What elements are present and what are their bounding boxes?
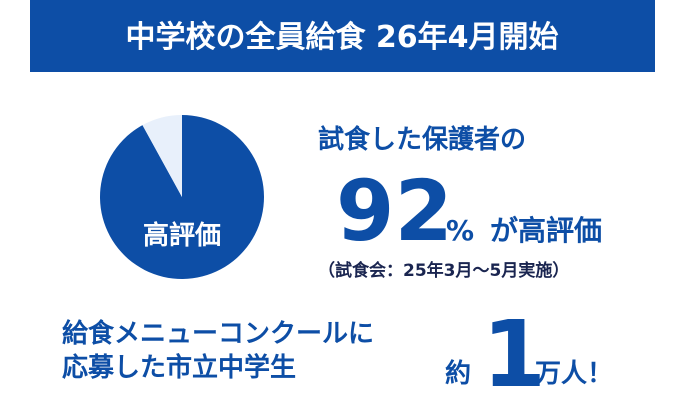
- survey-value: 92: [336, 162, 453, 260]
- contest-line: 応募した市立中学生: [62, 352, 296, 383]
- contest-prefix: 約: [445, 358, 471, 389]
- survey-unit: %: [446, 214, 474, 247]
- survey-lead: 試食した保護者の: [318, 124, 526, 155]
- pie-label: 高評価: [143, 220, 221, 251]
- header-bar: [30, 0, 655, 72]
- contest-value: 1: [482, 301, 546, 408]
- pie-chart: 高評価: [100, 115, 264, 279]
- survey-suffix: が高評価: [490, 214, 602, 247]
- contest-line: 給食メニューコンクールに: [62, 318, 374, 349]
- contest-suffix: 万人！: [535, 359, 613, 389]
- pie-slice: [142, 115, 182, 197]
- header-title: 中学校の全員給食 26年4月開始: [125, 20, 558, 55]
- survey-note: （試食会：25年3月～5月実施）: [318, 260, 569, 281]
